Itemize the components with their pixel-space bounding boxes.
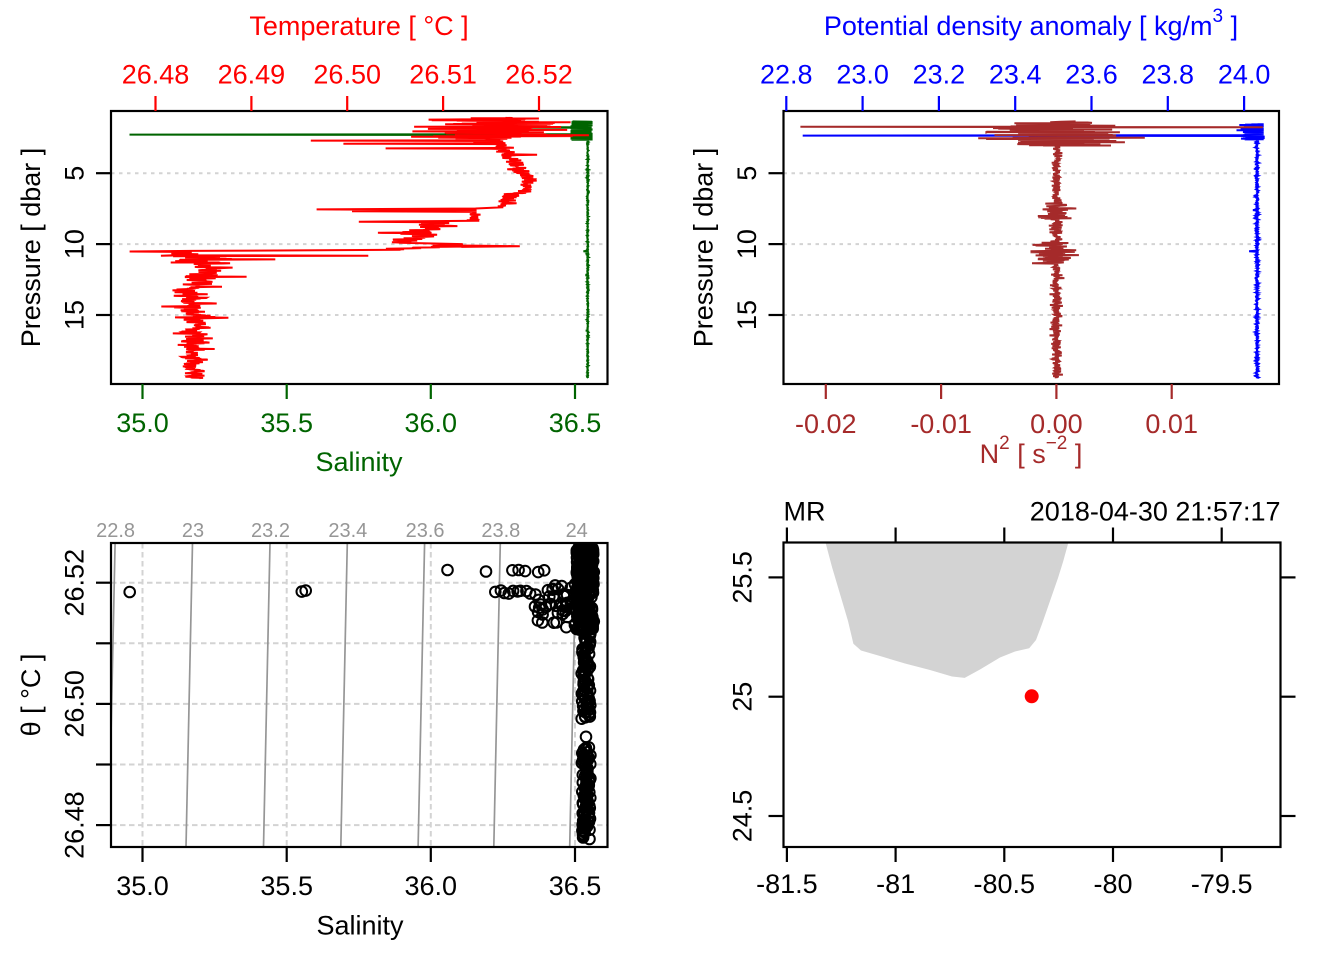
svg-text:36.0: 36.0 bbox=[405, 408, 458, 438]
svg-text:23.2: 23.2 bbox=[251, 520, 290, 542]
svg-text:-81: -81 bbox=[876, 869, 915, 899]
svg-text:MR: MR bbox=[784, 497, 826, 527]
svg-text:36.0: 36.0 bbox=[405, 871, 458, 901]
svg-text:-81.5: -81.5 bbox=[756, 869, 818, 899]
svg-text:15: 15 bbox=[732, 300, 762, 330]
svg-text:35.5: 35.5 bbox=[260, 871, 313, 901]
svg-text:26.52: 26.52 bbox=[59, 549, 89, 617]
svg-text:26.52: 26.52 bbox=[505, 60, 573, 90]
svg-text:36.5: 36.5 bbox=[549, 408, 602, 438]
svg-text:24: 24 bbox=[566, 520, 588, 542]
svg-text:26.50: 26.50 bbox=[313, 60, 381, 90]
svg-text:26.50: 26.50 bbox=[59, 670, 89, 738]
svg-text:26.48: 26.48 bbox=[122, 60, 190, 90]
svg-text:23.0: 23.0 bbox=[836, 60, 889, 90]
svg-text:23.6: 23.6 bbox=[1065, 60, 1118, 90]
svg-text:23.8: 23.8 bbox=[1142, 60, 1195, 90]
svg-text:0.01: 0.01 bbox=[1145, 409, 1198, 439]
svg-text:25: 25 bbox=[728, 682, 758, 712]
svg-text:26.51: 26.51 bbox=[409, 60, 477, 90]
svg-text:-80.5: -80.5 bbox=[974, 869, 1036, 899]
svg-text:2018-04-30 21:57:17: 2018-04-30 21:57:17 bbox=[1030, 497, 1281, 527]
svg-text:Potential density anomaly [ kg: Potential density anomaly [ kg/m3 ] bbox=[824, 6, 1238, 41]
svg-text:23.8: 23.8 bbox=[481, 520, 520, 542]
svg-text:-0.02: -0.02 bbox=[795, 409, 857, 439]
svg-text:35.5: 35.5 bbox=[260, 408, 313, 438]
svg-text:23.4: 23.4 bbox=[328, 520, 367, 542]
svg-text:5: 5 bbox=[59, 166, 89, 181]
svg-text:Pressure [ dbar ]: Pressure [ dbar ] bbox=[16, 148, 46, 348]
svg-text:Salinity: Salinity bbox=[315, 447, 403, 477]
svg-text:26.48: 26.48 bbox=[59, 791, 89, 859]
svg-text:23.6: 23.6 bbox=[406, 520, 445, 542]
svg-text:22.8: 22.8 bbox=[760, 60, 813, 90]
svg-text:36.5: 36.5 bbox=[549, 871, 602, 901]
svg-text:23: 23 bbox=[182, 520, 204, 542]
svg-text:26.49: 26.49 bbox=[218, 60, 286, 90]
svg-text:35.0: 35.0 bbox=[116, 871, 169, 901]
svg-text:23.2: 23.2 bbox=[913, 60, 966, 90]
svg-text:-0.01: -0.01 bbox=[910, 409, 972, 439]
svg-text:θ [ °C ]: θ [ °C ] bbox=[16, 654, 46, 737]
svg-text:35.0: 35.0 bbox=[116, 408, 169, 438]
svg-text:N2 [ s−2 ]: N2 [ s−2 ] bbox=[980, 433, 1083, 469]
svg-text:Pressure [ dbar ]: Pressure [ dbar ] bbox=[689, 148, 719, 348]
svg-text:5: 5 bbox=[732, 166, 762, 181]
svg-text:-79.5: -79.5 bbox=[1191, 869, 1253, 899]
svg-text:15: 15 bbox=[59, 300, 89, 330]
svg-text:Salinity: Salinity bbox=[316, 911, 404, 941]
svg-text:0.00: 0.00 bbox=[1030, 409, 1083, 439]
svg-text:22.8: 22.8 bbox=[96, 520, 135, 542]
svg-text:10: 10 bbox=[59, 229, 89, 259]
svg-text:10: 10 bbox=[732, 229, 762, 259]
svg-text:-80: -80 bbox=[1093, 869, 1132, 899]
svg-text:24.0: 24.0 bbox=[1218, 60, 1271, 90]
svg-text:23.4: 23.4 bbox=[989, 60, 1042, 90]
svg-text:25.5: 25.5 bbox=[728, 551, 758, 604]
svg-text:24.5: 24.5 bbox=[728, 790, 758, 843]
svg-text:Temperature [ °C ]: Temperature [ °C ] bbox=[249, 11, 468, 41]
